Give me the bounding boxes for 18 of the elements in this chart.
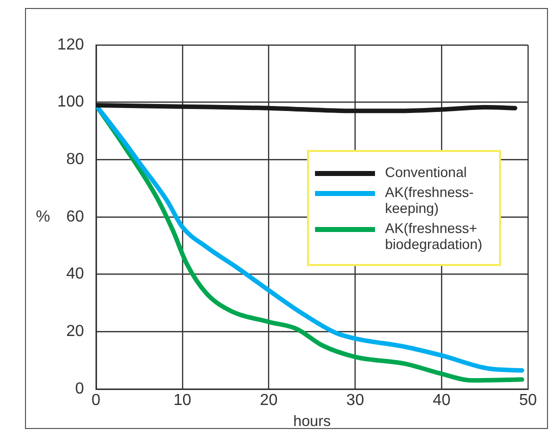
y-tick-label: 120 xyxy=(57,36,84,54)
legend-label: Conventional xyxy=(385,164,468,180)
y-axis-title: % xyxy=(36,208,50,226)
x-tick-label: 50 xyxy=(519,392,537,410)
y-tick-label: 80 xyxy=(66,151,84,168)
x-tick-label: 0 xyxy=(92,392,101,410)
y-tick-label: 0 xyxy=(75,380,84,398)
legend-label: AK(freshness+ biodegradation) xyxy=(385,220,484,252)
x-tick-label: 30 xyxy=(346,392,364,410)
y-tick-label: 100 xyxy=(57,94,84,111)
y-tick-label: 60 xyxy=(66,208,84,226)
x-axis-title: hours xyxy=(293,413,331,430)
x-tick-label: 20 xyxy=(260,392,278,410)
y-tick-label: 40 xyxy=(66,266,84,283)
y-tick-label: 20 xyxy=(66,323,84,340)
legend-label: AK(freshness-keeping) xyxy=(385,184,475,216)
x-tick-label: 10 xyxy=(174,392,192,410)
x-tick-label: 40 xyxy=(432,392,451,410)
